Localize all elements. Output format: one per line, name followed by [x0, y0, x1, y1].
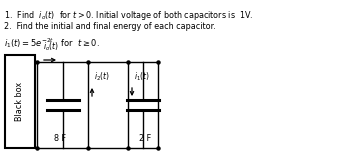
- Text: $i_1(t) = 5e^{-2t}$   for  $t \geq 0$.: $i_1(t) = 5e^{-2t}$ for $t \geq 0$.: [4, 36, 100, 50]
- Text: 1.  Find  $i_o(t)$  for $t > 0$. Initial voltage of both capacitors is  1V.: 1. Find $i_o(t)$ for $t > 0$. Initial vo…: [4, 9, 253, 22]
- Text: Black box: Black box: [15, 82, 24, 121]
- Text: $i_2(t)$: $i_2(t)$: [94, 71, 110, 83]
- Bar: [5, 55, 35, 148]
- Text: $i_1(t)$: $i_1(t)$: [134, 71, 150, 83]
- Text: $i_o(t)$: $i_o(t)$: [43, 41, 59, 53]
- Text: 2.  Find the initial and final energy of each capacitor.: 2. Find the initial and final energy of …: [4, 22, 216, 31]
- Text: 2 F: 2 F: [139, 134, 151, 143]
- Text: 8 F: 8 F: [55, 134, 66, 143]
